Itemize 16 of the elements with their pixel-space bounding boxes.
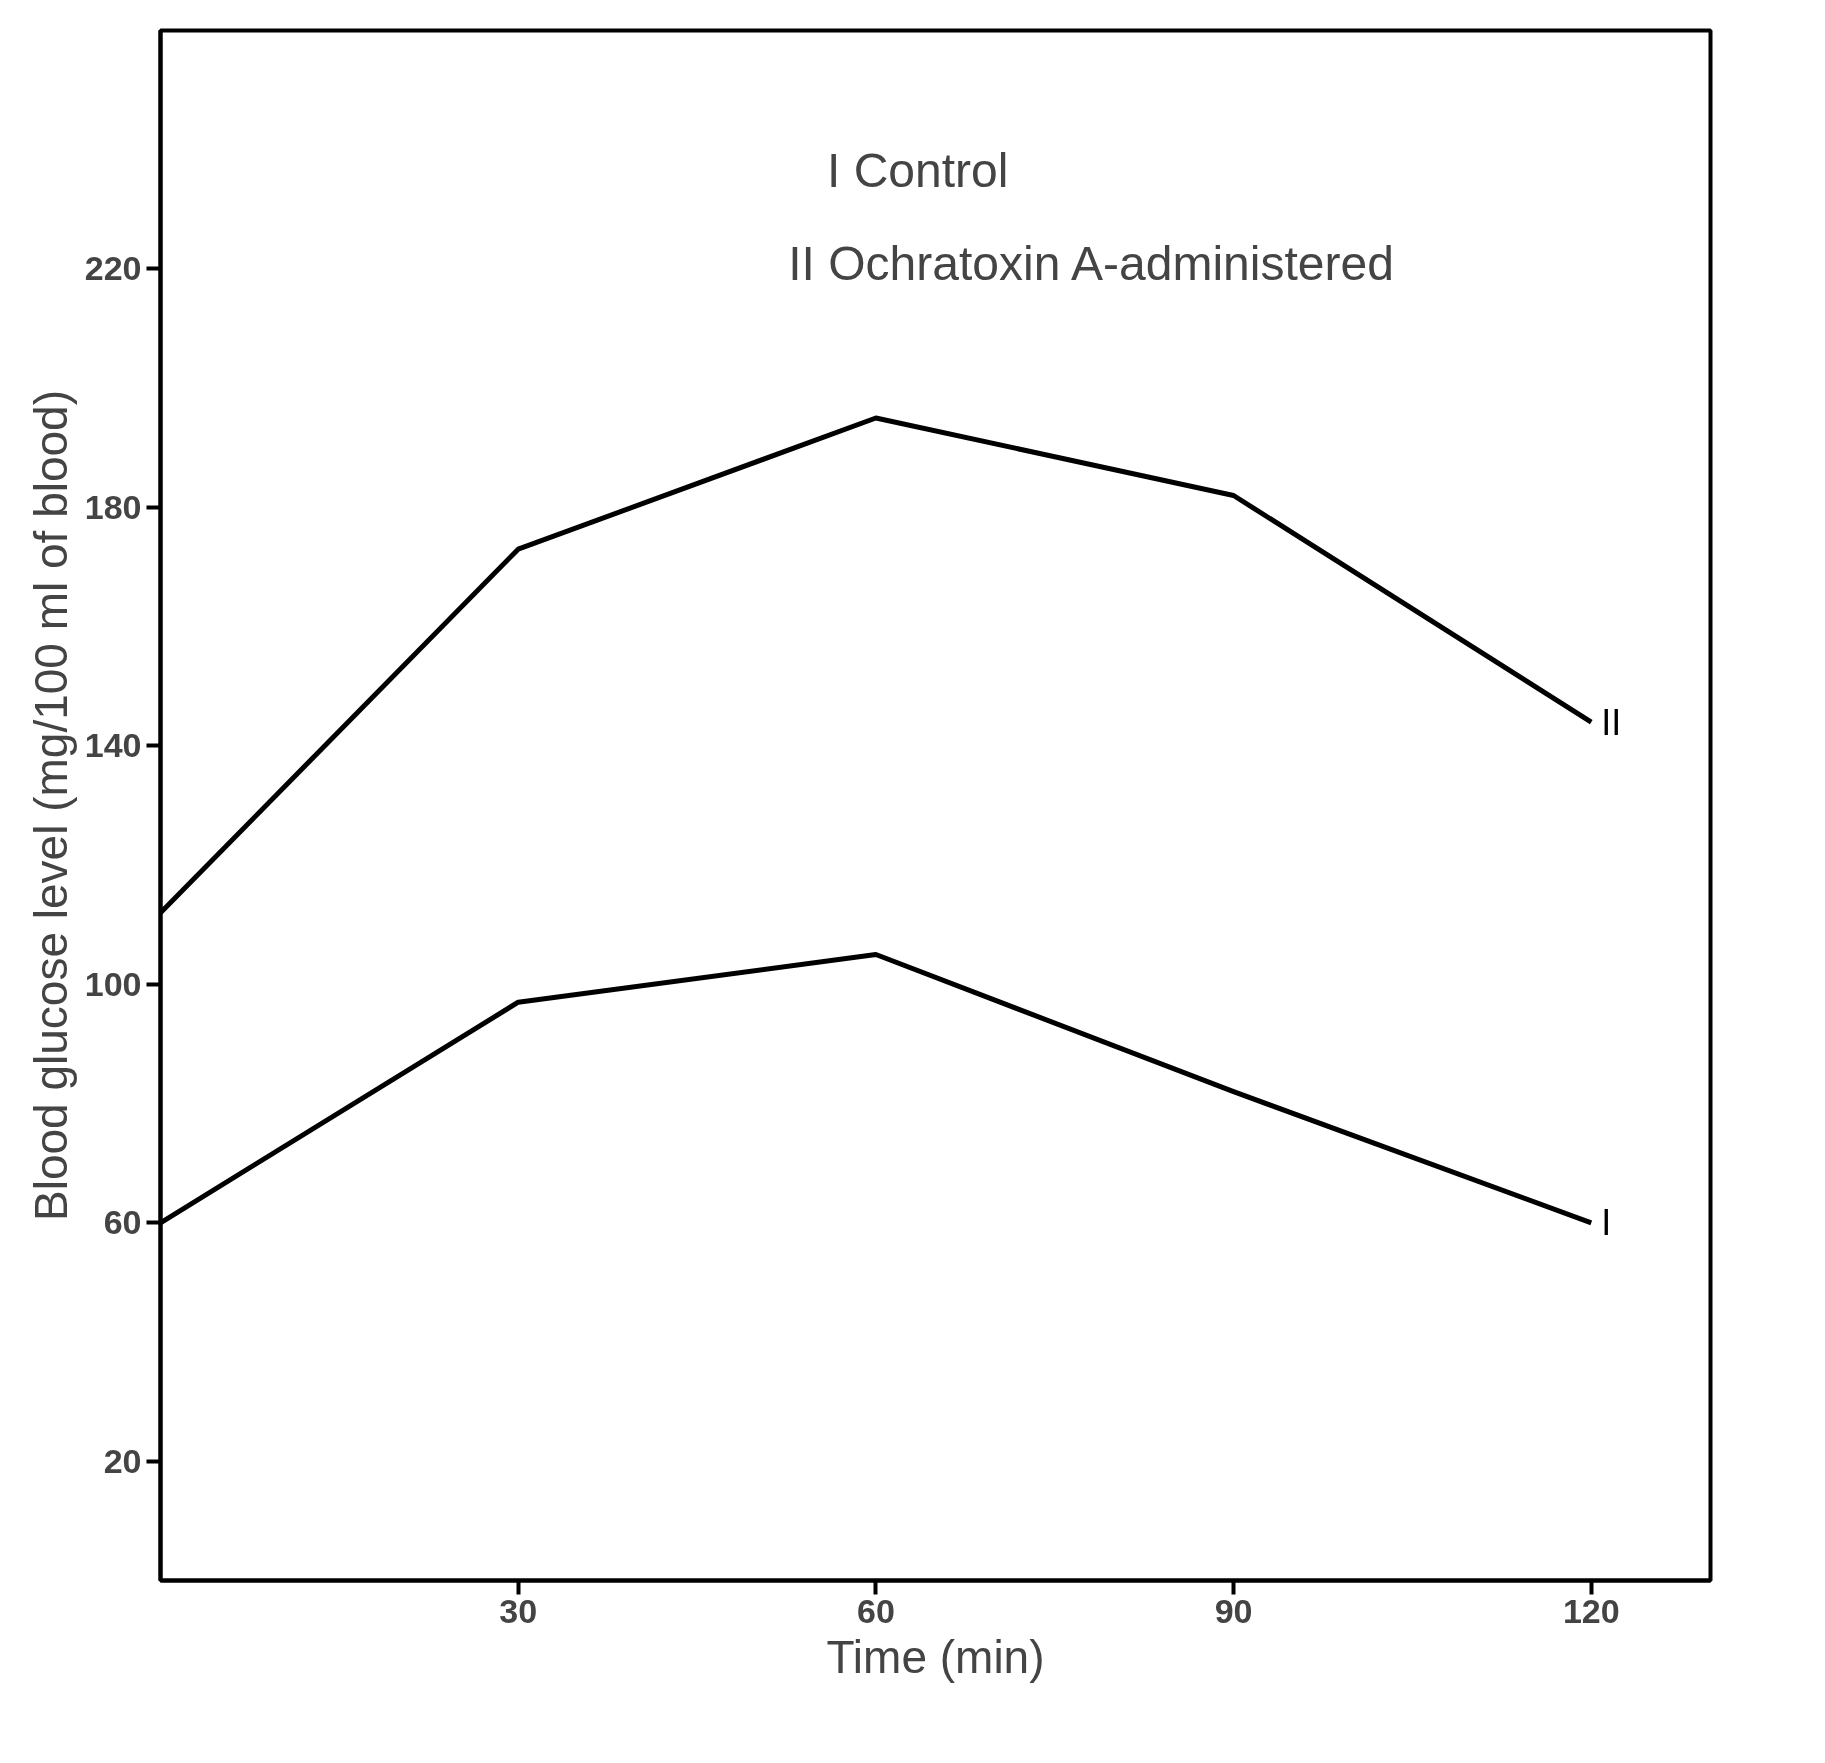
x-tick-label: 90 bbox=[1214, 1591, 1253, 1630]
series-label: II bbox=[1601, 701, 1622, 743]
y-tick-label: 220 bbox=[84, 249, 142, 288]
x-tick-label: 30 bbox=[499, 1591, 538, 1630]
y-axis-title: Blood glucose level (mg/100 ml of blood) bbox=[24, 389, 77, 1221]
annotation: I Control bbox=[827, 143, 1009, 197]
y-tick-label: 180 bbox=[84, 487, 142, 526]
x-tick-label: 120 bbox=[1562, 1591, 1620, 1630]
y-tick-label: 100 bbox=[84, 964, 142, 1003]
x-tick-label: 60 bbox=[856, 1591, 895, 1630]
y-tick-label: 60 bbox=[103, 1203, 142, 1242]
y-tick-label: 20 bbox=[103, 1441, 142, 1480]
y-tick-label: 140 bbox=[84, 726, 142, 765]
series-label: I bbox=[1601, 1202, 1612, 1244]
x-axis-title: Time (min) bbox=[826, 1630, 1045, 1683]
annotation: II Ochratoxin A-administered bbox=[788, 236, 1394, 290]
